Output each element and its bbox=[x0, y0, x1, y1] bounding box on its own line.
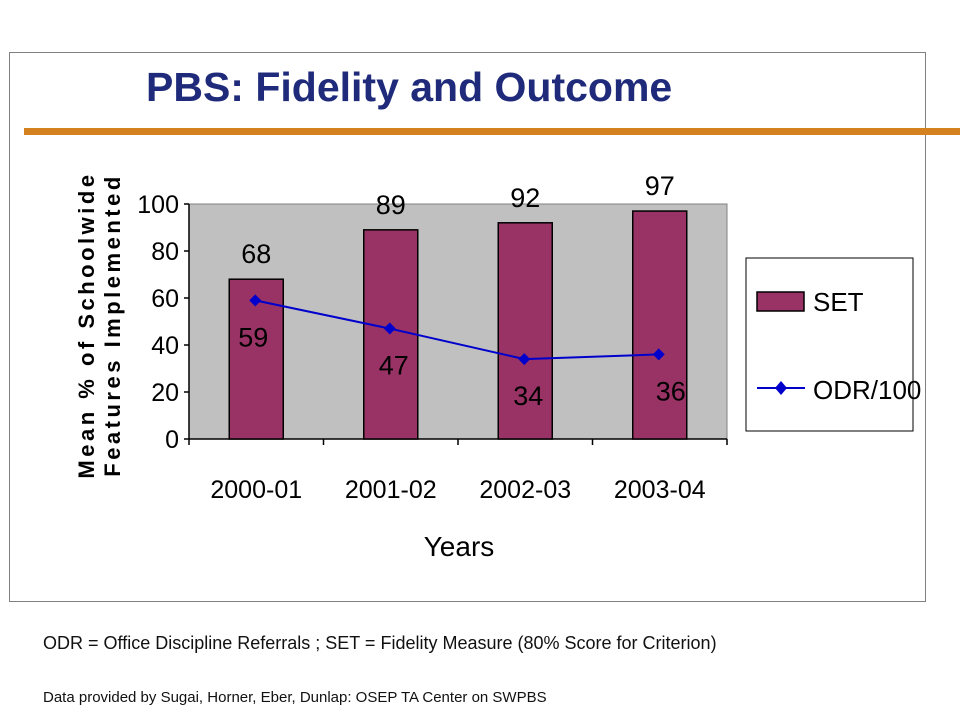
odr-value-label: 47 bbox=[379, 351, 409, 381]
bar-set-2000-01 bbox=[228, 278, 284, 440]
odr-point-2003-04 bbox=[652, 348, 665, 361]
legend-odr-marker bbox=[775, 381, 787, 395]
y-axis-label-line2: Features Implemented bbox=[100, 173, 125, 477]
y-axis-label-line1: Mean % of Schoolwide bbox=[74, 171, 99, 478]
chart-frame bbox=[9, 52, 926, 602]
bar-value-label: 89 bbox=[376, 190, 406, 220]
x-tick-label: 2003-04 bbox=[614, 476, 706, 504]
odr-value-label: 59 bbox=[238, 322, 268, 352]
odr-value-label: 36 bbox=[656, 376, 686, 406]
bar-set-2003-04 bbox=[632, 210, 688, 440]
data-credit: Data provided by Sugai, Horner, Eber, Du… bbox=[43, 689, 547, 706]
odr-point-2000-01 bbox=[249, 294, 262, 307]
odr-point-2002-03 bbox=[518, 353, 531, 366]
y-tick-label: 80 bbox=[151, 238, 179, 266]
title-rule bbox=[24, 128, 960, 135]
x-tick-label: 2002-03 bbox=[479, 476, 571, 504]
bar-value-label: 68 bbox=[241, 239, 271, 269]
y-tick-label: 40 bbox=[151, 332, 179, 360]
x-tick-label: 2000-01 bbox=[210, 476, 302, 504]
y-tick-label: 60 bbox=[151, 285, 179, 313]
bar-value-label: 92 bbox=[510, 183, 540, 213]
odr-value-label: 34 bbox=[513, 381, 543, 411]
slide-title: PBS: Fidelity and Outcome bbox=[146, 64, 673, 110]
y-tick-label: 100 bbox=[137, 191, 179, 219]
legend-set-swatch bbox=[756, 291, 805, 312]
y-tick-label: 20 bbox=[151, 379, 179, 407]
x-tick-label: 2001-02 bbox=[345, 476, 437, 504]
odr-point-2001-02 bbox=[383, 322, 396, 335]
bar-value-label: 97 bbox=[645, 171, 675, 201]
legend-set-label: SET bbox=[813, 287, 864, 317]
legend-box bbox=[745, 257, 914, 432]
x-axis-label: Years bbox=[424, 531, 495, 562]
footnote: ODR = Office Discipline Referrals ; SET … bbox=[43, 633, 717, 653]
odr-series-line bbox=[255, 299, 659, 361]
y-tick-label: 0 bbox=[165, 426, 179, 454]
bar-set-2002-03 bbox=[497, 222, 553, 440]
bar-set-2001-02 bbox=[363, 229, 419, 440]
legend-odr-label: ODR/100 bbox=[813, 375, 921, 405]
